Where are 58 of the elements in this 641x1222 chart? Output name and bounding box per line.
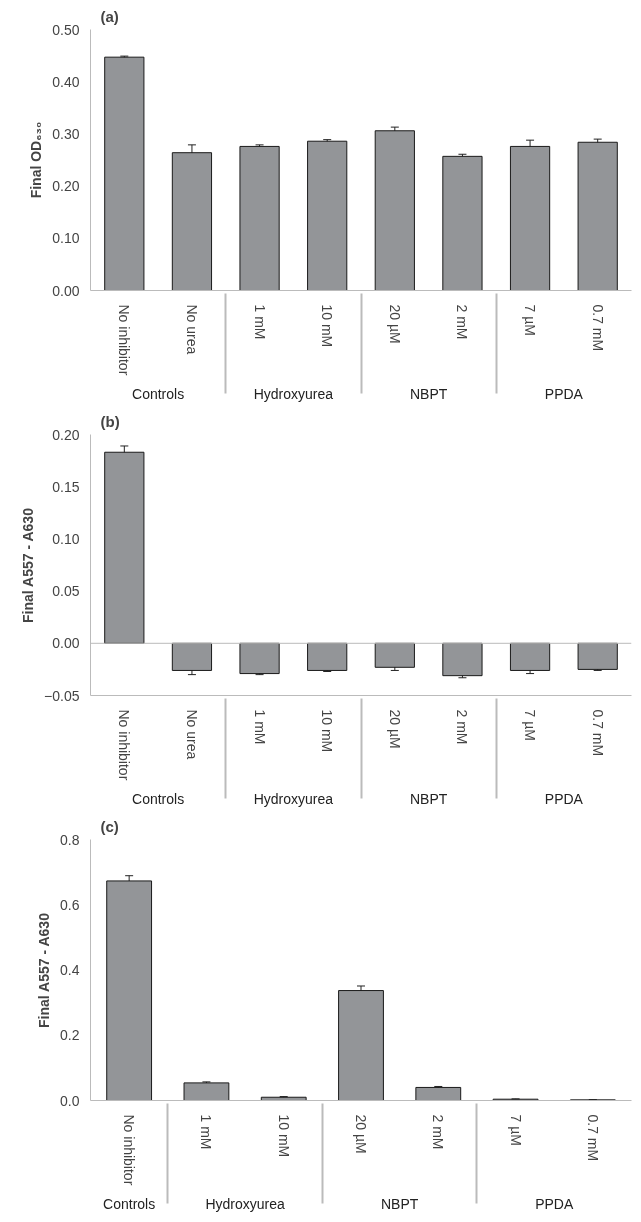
y-tick-label: 0.4 [60, 962, 80, 978]
y-tick-label: 0.20 [52, 426, 80, 443]
x-tick-label: No urea [183, 304, 200, 355]
text: PPDA [544, 791, 584, 808]
x-tick-label: 10 mM [319, 709, 336, 753]
chart-title: (c) [100, 817, 119, 835]
text: Controls [132, 386, 185, 403]
text: PPDA [535, 1196, 574, 1213]
y-tick-label: 0.20 [52, 178, 80, 195]
text: Controls [132, 791, 185, 808]
x-tick-label: No inhibitor [116, 709, 133, 781]
y-tick-label: 0.00 [52, 635, 80, 652]
y-axis-title: Final A557 - A630 [20, 507, 37, 623]
text: Controls [103, 1196, 156, 1213]
x-tick-label: 20 µM [386, 304, 403, 344]
x-tick-label: 20 µM [353, 1114, 369, 1154]
x-tick-label: 2 mM [430, 1114, 447, 1150]
y-tick-label: 0.15 [52, 478, 80, 495]
y-tick-label: 0.05 [52, 583, 80, 600]
x-tick-label: 2 mM [454, 709, 471, 745]
x-tick-label: 2 mM [454, 304, 471, 340]
x-tick-label: 7 µM [522, 709, 539, 741]
x-tick-label: No urea [183, 709, 200, 760]
x-tick-label: 10 mM [319, 304, 336, 348]
x-tick-label: 0.7 mM [584, 1114, 601, 1162]
y-axis-title: Final OD₆₃₀ [28, 121, 45, 199]
x-tick-label: 1 mM [251, 709, 268, 745]
y-tick-label: 0.00 [52, 282, 80, 299]
x-tick-label: 20 µM [386, 709, 403, 749]
text: Hydroxyurea [253, 791, 334, 808]
y-tick-label: 0.30 [52, 125, 80, 142]
x-tick-label: 10 mM [275, 1114, 292, 1158]
y-tick-label: 0.10 [52, 230, 80, 247]
chart-title: (b) [100, 412, 120, 430]
y-tick-label: 0.6 [60, 896, 80, 913]
x-tick-label: No inhibitor [116, 304, 133, 376]
y-tick-label: 0.8 [60, 831, 80, 848]
y-tick-label: 0.2 [60, 1027, 80, 1044]
y-tick-label: 0.10 [52, 530, 80, 547]
x-tick-label: 1 mM [251, 304, 268, 340]
x-tick-label: 1 mM [198, 1114, 215, 1150]
text: Hydroxyurea [205, 1196, 285, 1213]
text: NBPT [380, 1196, 419, 1213]
chart-title: (a) [100, 7, 119, 25]
text: Hydroxyurea [253, 386, 334, 403]
x-tick-label: 0.7 mM [589, 709, 606, 757]
y-tick-label: 0.0 [60, 1092, 80, 1109]
text: PPDA [544, 386, 584, 403]
x-tick-label: 7 µM [522, 304, 539, 336]
x-tick-label: 0.7 mM [589, 304, 606, 352]
x-tick-label: No inhibitor [121, 1114, 138, 1186]
x-tick-label: 7 µM [507, 1114, 524, 1146]
y-axis-title: Final A557 - A630 [36, 912, 53, 1028]
y-tick-label: 0.40 [52, 73, 80, 90]
text: NBPT [409, 791, 448, 808]
y-tick-label: 0.50 [52, 21, 80, 38]
y-tick-label: −0.05 [44, 687, 80, 704]
text: NBPT [409, 386, 448, 403]
